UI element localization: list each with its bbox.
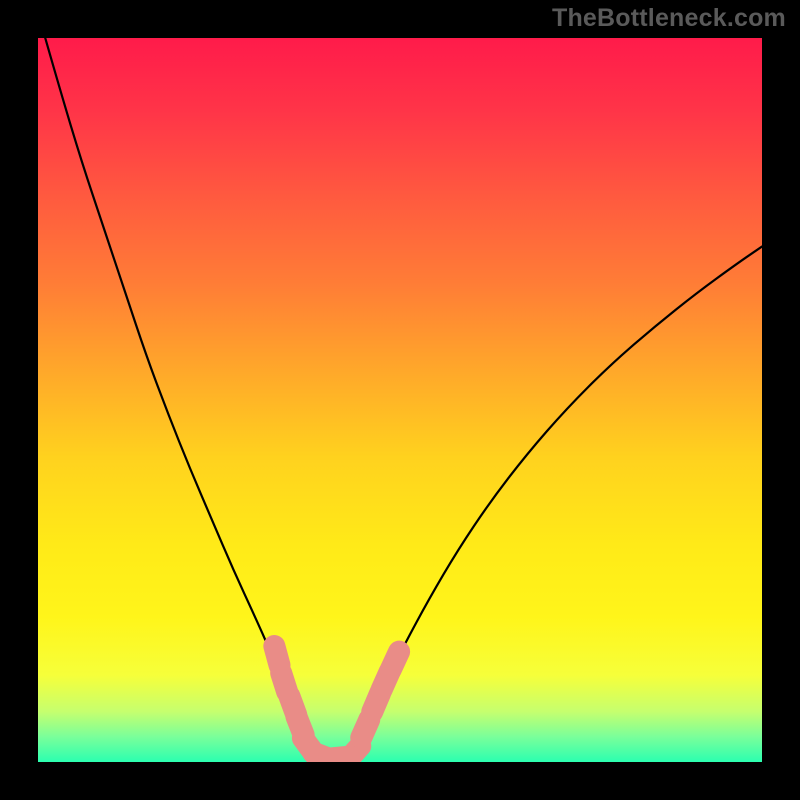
- curve-layer: [38, 38, 762, 762]
- curve-marker: [361, 720, 369, 738]
- plot-area: [38, 38, 762, 762]
- chart-canvas: TheBottleneck.com: [0, 0, 800, 800]
- curve-marker: [391, 652, 399, 670]
- watermark-text: TheBottleneck.com: [552, 4, 786, 33]
